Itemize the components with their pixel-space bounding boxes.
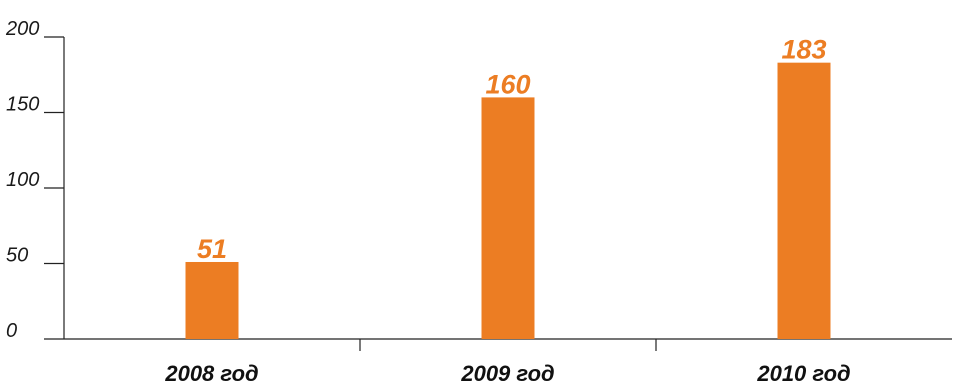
bar-2 bbox=[777, 62, 831, 340]
value-label-2: 183 bbox=[781, 35, 826, 65]
category-label-1: 2009 год bbox=[460, 361, 554, 386]
category-label-2: 2010 год bbox=[756, 361, 850, 386]
bar-0 bbox=[185, 261, 239, 339]
y-tick-label-150: 150 bbox=[6, 94, 39, 116]
y-tick-label-50: 50 bbox=[6, 245, 28, 267]
y-tick-label-100: 100 bbox=[6, 169, 39, 191]
value-label-1: 160 bbox=[485, 69, 530, 99]
category-label-0: 2008 год bbox=[164, 361, 258, 386]
value-label-0: 51 bbox=[197, 234, 227, 264]
value-labels: 51 160 183 bbox=[197, 35, 827, 264]
bars bbox=[185, 62, 831, 340]
bar-1 bbox=[481, 97, 535, 340]
y-axis: 0 50 100 150 200 bbox=[5, 18, 65, 342]
y-tick-label-200: 200 bbox=[5, 18, 39, 40]
y-tick-label-0: 0 bbox=[6, 320, 17, 342]
category-labels: 2008 год 2009 год 2010 год bbox=[164, 361, 850, 386]
x-axis bbox=[64, 338, 952, 351]
